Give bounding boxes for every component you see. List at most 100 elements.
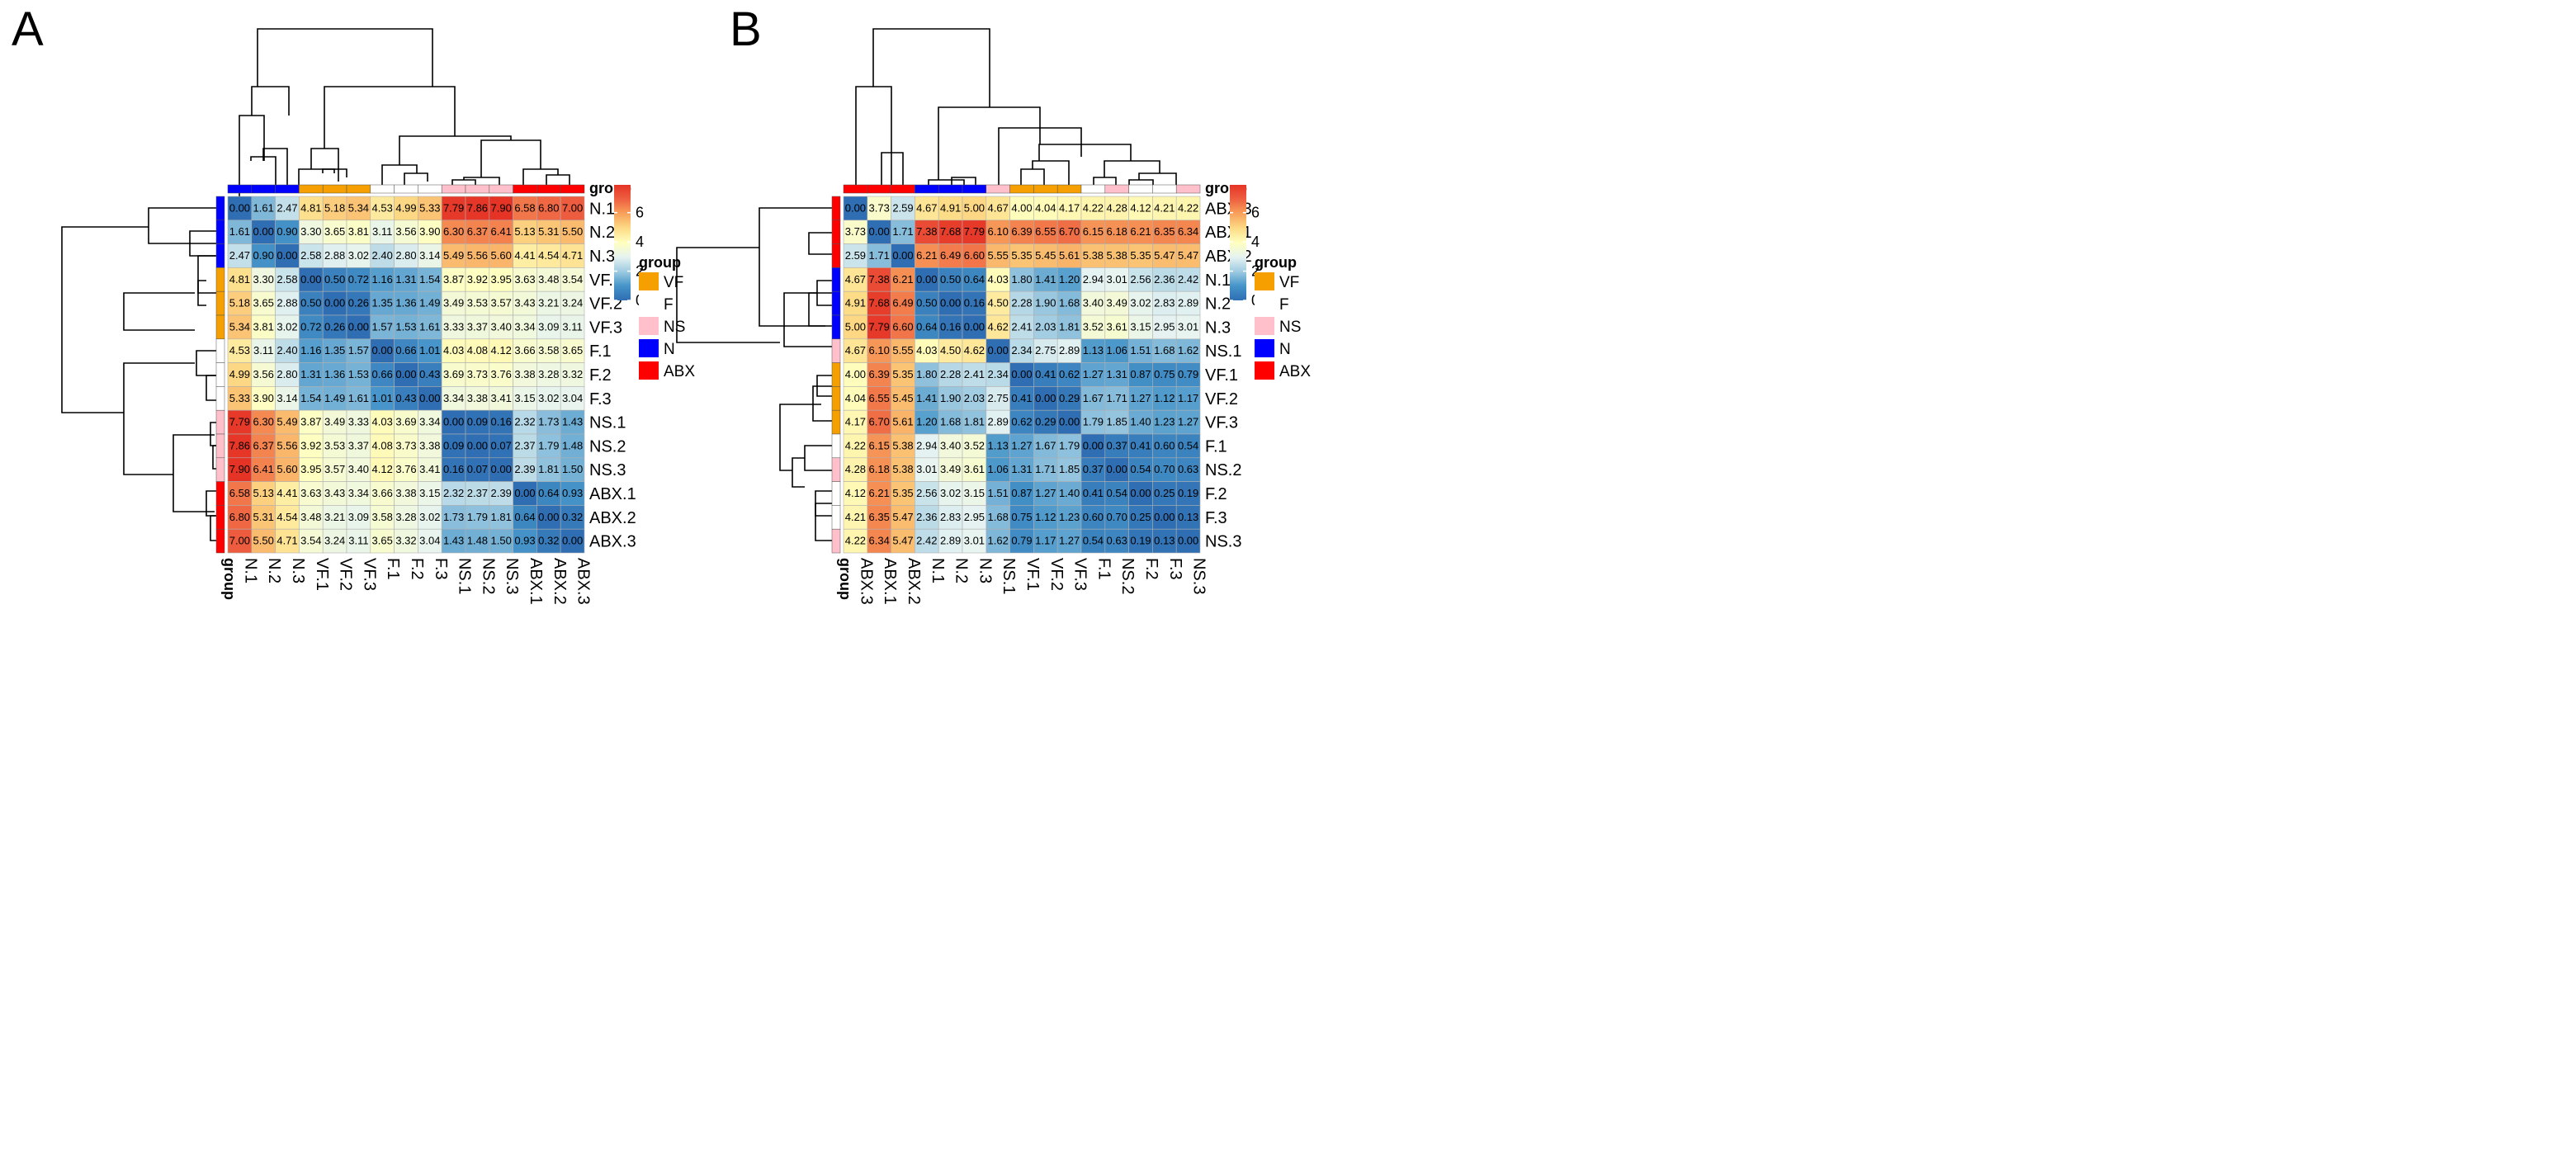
heatmap-cell	[441, 196, 466, 221]
cell-value-label: 2.83	[940, 511, 961, 523]
cell-value-label: 2.80	[395, 249, 416, 262]
legend-entry-label: NS	[664, 319, 685, 336]
cell-value-label: 0.25	[1130, 511, 1151, 523]
cell-value-label: 6.55	[1035, 225, 1056, 238]
cell-value-label: 2.94	[1083, 273, 1104, 286]
cell-value-label: 5.18	[324, 201, 345, 214]
heatmap-cell	[1152, 338, 1177, 363]
heatmap-cell	[394, 409, 418, 435]
cell-value-label: 3.69	[443, 368, 464, 380]
cell-value-label: 4.17	[1059, 201, 1080, 214]
row-group-annotation	[831, 481, 841, 506]
cell-value-label: 3.32	[562, 368, 583, 380]
cell-value-label: 1.27	[1178, 416, 1198, 428]
cell-value-label: 3.32	[395, 535, 416, 547]
heatmap-cell	[1056, 505, 1082, 530]
heatmap-cell	[843, 362, 868, 387]
cell-value-label: 0.79	[1178, 368, 1198, 380]
column-dendrogram-link	[463, 177, 500, 186]
row-label: NS.3	[1205, 533, 1241, 551]
column-group-annotation	[251, 184, 276, 194]
heatmap-cell	[394, 386, 418, 411]
cell-value-label: 5.55	[892, 344, 913, 356]
heatmap-cell	[227, 505, 253, 530]
row-group-annotation	[215, 386, 225, 411]
heatmap-cell	[962, 220, 987, 244]
cell-value-label: 2.47	[229, 249, 250, 262]
cell-value-label: 0.00	[253, 225, 274, 238]
cell-value-label: 0.25	[1154, 487, 1175, 499]
cell-value-label: 3.49	[324, 416, 345, 428]
heatmap-cell	[1152, 196, 1177, 221]
cell-value-label: 2.42	[916, 535, 937, 547]
heatmap-cell	[251, 481, 276, 506]
cell-value-label: 1.01	[372, 392, 393, 404]
cell-value-label: 2.59	[892, 201, 913, 214]
heatmap-cell	[1175, 243, 1201, 268]
cell-value-label: 3.49	[1107, 297, 1127, 309]
row-dendrogram-link	[792, 457, 805, 488]
heatmap-cell	[441, 457, 466, 482]
cell-value-label: 2.34	[988, 368, 1009, 380]
cell-value-label: 3.38	[395, 487, 416, 499]
cell-value-label: 2.03	[964, 392, 985, 404]
heatmap-cell	[891, 409, 915, 435]
cell-value-label: 0.64	[916, 320, 937, 333]
heatmap-cell	[915, 220, 939, 244]
heatmap-cell	[513, 528, 537, 554]
cell-value-label: 0.93	[514, 535, 535, 547]
heatmap-cell	[418, 314, 442, 340]
row-label: F.3	[589, 390, 612, 408]
column-group-annotation	[1056, 184, 1082, 194]
cell-value-label: 0.93	[562, 487, 583, 499]
cell-value-label: 4.81	[300, 201, 321, 214]
heatmap-cell	[1152, 528, 1177, 554]
cell-value-label: 0.26	[324, 320, 345, 333]
heatmap-cell	[322, 196, 347, 221]
column-dendrogram-link	[872, 28, 990, 107]
heatmap-cell	[418, 433, 442, 459]
row-label: VF.1	[1205, 366, 1238, 385]
heatmap-cell	[985, 267, 1010, 292]
cell-value-label: 3.34	[419, 416, 440, 428]
heatmap-cell	[275, 314, 300, 340]
cell-value-label: 3.65	[324, 225, 345, 238]
cell-value-label: 5.13	[253, 487, 274, 499]
column-label: VF.1	[1023, 558, 1042, 591]
heatmap-cell	[299, 338, 324, 363]
column-group-annotation	[1104, 184, 1129, 194]
column-dendrogram-link	[1038, 144, 1132, 161]
cell-value-label: 3.41	[419, 463, 440, 475]
heatmap-cell	[1175, 457, 1201, 482]
cell-value-label: 3.63	[514, 273, 535, 286]
heatmap-cell	[322, 314, 347, 340]
heatmap-cell	[275, 220, 300, 244]
cell-value-label: 4.12	[1130, 201, 1151, 214]
cell-value-label: 0.00	[1011, 368, 1032, 380]
cell-value-label: 6.21	[892, 273, 913, 286]
heatmap-cell	[465, 386, 490, 411]
heatmap-cell	[938, 362, 963, 387]
cell-value-label: 0.00	[845, 201, 866, 214]
heatmap-cell	[1128, 196, 1153, 221]
row-group-annotation	[215, 338, 225, 363]
cell-value-label: 2.56	[1130, 273, 1151, 286]
cell-value-label: 3.40	[940, 439, 961, 451]
heatmap-cell	[962, 409, 987, 435]
cell-value-label: 4.04	[845, 392, 866, 404]
cell-value-label: 4.67	[988, 201, 1009, 214]
heatmap-cell	[985, 433, 1010, 459]
row-label: NS.1	[1205, 342, 1241, 361]
cell-value-label: 5.61	[1059, 249, 1080, 262]
row-group-annotation	[215, 314, 225, 340]
cell-value-label: 1.61	[253, 201, 274, 214]
heatmap-cell	[418, 290, 442, 316]
heatmap-cell	[1033, 528, 1058, 554]
column-label: NS.3	[503, 558, 521, 594]
cell-value-label: 1.61	[348, 392, 369, 404]
heatmap-cell	[418, 243, 442, 268]
cell-value-label: 6.34	[869, 535, 890, 547]
cell-value-label: 6.49	[892, 297, 913, 309]
heatmap-cell	[489, 243, 513, 268]
